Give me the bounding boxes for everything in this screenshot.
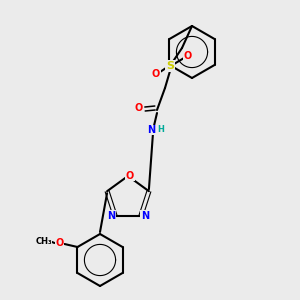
- Text: O: O: [126, 171, 134, 181]
- Text: N: N: [107, 211, 115, 221]
- Text: O: O: [184, 51, 192, 61]
- Text: N: N: [141, 211, 149, 221]
- Text: N: N: [147, 125, 155, 135]
- Text: CH₃: CH₃: [35, 236, 52, 245]
- Text: S: S: [166, 61, 174, 71]
- Text: O: O: [152, 69, 160, 79]
- Text: H: H: [158, 125, 164, 134]
- Text: O: O: [135, 103, 143, 113]
- Text: O: O: [56, 238, 64, 248]
